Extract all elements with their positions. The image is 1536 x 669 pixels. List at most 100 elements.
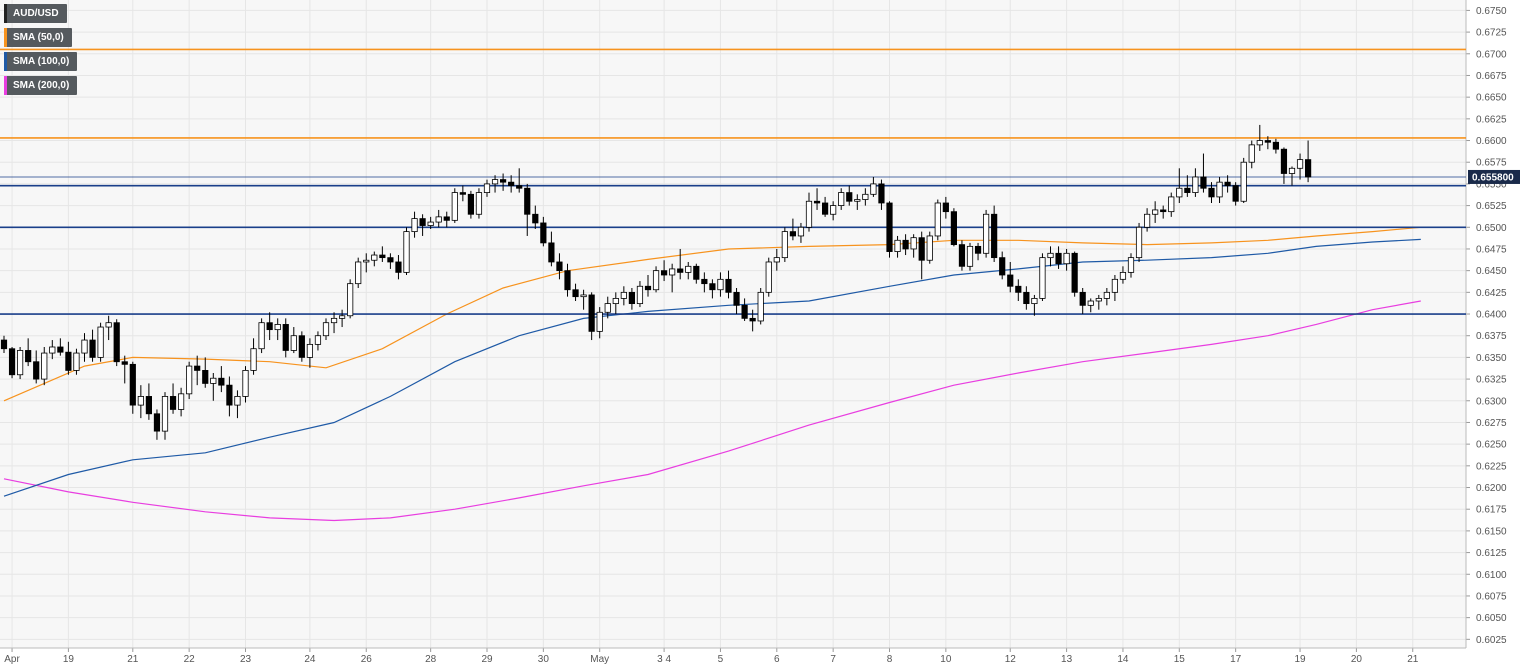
candle-body xyxy=(757,291,764,322)
candle-up xyxy=(620,286,627,306)
y-tick-label: 0.6375 xyxy=(1476,331,1507,342)
candle-body xyxy=(974,245,982,254)
candle-up xyxy=(1031,294,1038,316)
candle-down xyxy=(57,338,64,356)
candle-up xyxy=(355,257,362,288)
candle-body xyxy=(8,348,16,376)
x-tick-label: Apr xyxy=(4,654,20,665)
candle-body xyxy=(1111,278,1118,293)
price-tag-box xyxy=(1468,169,1520,184)
candle-up xyxy=(612,292,619,315)
candle-body xyxy=(830,205,837,215)
candle-up xyxy=(330,312,338,334)
candle-body xyxy=(564,270,571,291)
candle-body xyxy=(113,322,120,363)
candle-body xyxy=(451,192,458,221)
candle-down xyxy=(540,216,547,247)
candle-up xyxy=(371,251,378,267)
candle-body xyxy=(838,192,845,206)
candle-body xyxy=(1256,140,1263,146)
candle-body xyxy=(202,370,209,384)
x-tick-label: 21 xyxy=(127,654,139,665)
candle-down xyxy=(33,350,40,384)
legend-item[interactable]: SMA (50,0) xyxy=(4,28,72,47)
candle-down xyxy=(1007,261,1014,293)
x-tick-label: 13 xyxy=(1061,654,1073,665)
candle-up xyxy=(781,227,788,262)
candle-body xyxy=(290,335,297,351)
candle-down xyxy=(1184,175,1191,197)
candle-body xyxy=(153,413,161,432)
candle-body xyxy=(427,221,434,226)
candle-body xyxy=(628,291,636,305)
candle-down xyxy=(1224,175,1231,193)
candle-down xyxy=(902,234,909,256)
candle-body xyxy=(298,335,305,358)
candle-body xyxy=(274,324,281,331)
candle-body xyxy=(1305,159,1312,178)
candle-down xyxy=(8,346,16,379)
candle-up xyxy=(274,318,281,341)
candle-body xyxy=(854,199,861,202)
candle-down xyxy=(749,309,756,332)
candle-body xyxy=(355,261,362,285)
candle-up xyxy=(1296,153,1304,180)
y-tick-label: 0.6025 xyxy=(1476,635,1507,646)
legend-item[interactable]: SMA (200,0) xyxy=(4,76,78,95)
candle-up xyxy=(1039,253,1046,302)
candle-up xyxy=(161,392,169,440)
x-tick-label: 3 4 xyxy=(657,654,671,665)
y-tick-label: 0.6050 xyxy=(1476,613,1507,624)
candle-body xyxy=(733,291,740,306)
candle-body xyxy=(1232,185,1239,202)
candle-body xyxy=(709,283,716,291)
candle-body xyxy=(910,237,917,250)
candle-down xyxy=(974,242,982,261)
candle-down xyxy=(89,329,96,362)
y-tick-label: 0.6525 xyxy=(1476,201,1507,212)
candle-down xyxy=(588,292,595,341)
y-tick-label: 0.6425 xyxy=(1476,288,1507,299)
candle-body xyxy=(1184,187,1191,193)
candle-up xyxy=(81,333,88,362)
candle-body xyxy=(250,348,257,371)
price-tag-label: 0.655800 xyxy=(1472,172,1514,183)
candle-body xyxy=(65,351,72,371)
candle-down xyxy=(1264,136,1271,150)
sma-50-line xyxy=(3,226,1421,402)
candle-down xyxy=(572,283,579,302)
candle-body xyxy=(701,278,708,285)
legend-item[interactable]: AUD/USD xyxy=(4,4,67,23)
candle-up xyxy=(258,318,265,354)
x-tick-label: 28 xyxy=(425,654,437,665)
candle-body xyxy=(749,317,756,322)
candle-body xyxy=(363,259,370,263)
candle-up xyxy=(685,261,692,280)
candle-up xyxy=(838,188,845,210)
candle-down xyxy=(741,298,748,321)
candle-down xyxy=(516,168,523,193)
candle-body xyxy=(387,257,394,263)
candle-body xyxy=(177,393,185,410)
candle-body xyxy=(556,261,563,272)
candle-up xyxy=(926,231,933,264)
candle-down xyxy=(0,335,8,354)
candle-body xyxy=(57,346,64,353)
candle-body xyxy=(129,363,136,406)
legend-item[interactable]: SMA (100,0) xyxy=(4,52,78,71)
x-tick-label: 23 xyxy=(240,654,252,665)
candle-down xyxy=(121,355,128,384)
candle-up xyxy=(250,338,257,375)
legend-swatch xyxy=(4,4,7,23)
candle-body xyxy=(902,239,909,250)
candle-body xyxy=(765,261,772,293)
candle-body xyxy=(169,396,177,410)
candle-down xyxy=(789,218,797,241)
candle-up xyxy=(290,327,297,354)
y-tick-label: 0.6175 xyxy=(1476,505,1507,516)
candle-body xyxy=(234,396,241,406)
candle-down xyxy=(1160,205,1167,219)
candle-body xyxy=(870,183,877,195)
